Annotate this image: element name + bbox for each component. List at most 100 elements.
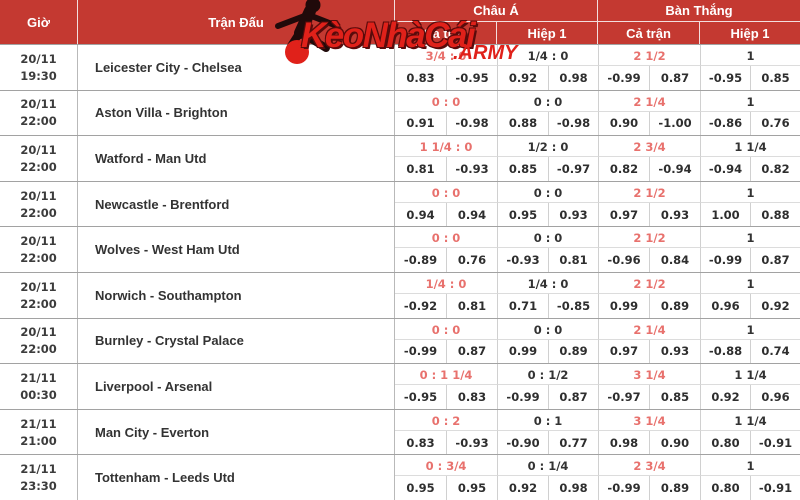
- odds-asian-full-home[interactable]: -0.92: [403, 298, 438, 313]
- match-name[interactable]: Burnley - Crystal Palace: [78, 318, 395, 364]
- odds-asian-h1-home[interactable]: 0.99: [497, 339, 548, 364]
- odds-goals-h1-over[interactable]: 0.96: [700, 293, 750, 318]
- odds-goals-h1-over[interactable]: -0.86: [700, 111, 750, 136]
- match-name[interactable]: Liverpool - Arsenal: [78, 364, 395, 409]
- match-name[interactable]: Man City - Everton: [78, 409, 395, 455]
- goal-line-h1[interactable]: 1: [700, 227, 800, 249]
- goal-line-h1[interactable]: 1: [700, 318, 800, 340]
- odds-goals-h1-over[interactable]: -0.99: [700, 248, 750, 272]
- asian-handicap-h1[interactable]: 0 : 1/4: [497, 455, 598, 477]
- odds-goals-h1-under[interactable]: 0.92: [750, 293, 800, 318]
- odds-goals-full-under[interactable]: 0.90: [649, 430, 700, 455]
- asian-handicap-h1[interactable]: 1/2 : 0: [497, 136, 598, 158]
- odds-asian-h1-home[interactable]: -0.93: [497, 248, 548, 272]
- asian-handicap-h1[interactable]: 1/4 : 0: [497, 272, 598, 294]
- odds-asian-h1-away[interactable]: -0.97: [548, 157, 598, 181]
- asian-handicap-full[interactable]: 0 : 0: [395, 91, 497, 112]
- odds-asian-full-away[interactable]: 0.81: [446, 293, 497, 318]
- odds-asian-h1-home[interactable]: 0.92: [497, 66, 548, 90]
- odds-goals-full-over[interactable]: 0.97: [598, 202, 649, 227]
- asian-handicap-h1[interactable]: 0 : 1: [497, 409, 598, 431]
- odds-goals-full-over[interactable]: 0.90: [598, 111, 649, 136]
- odds-asian-h1-home[interactable]: -0.99: [497, 385, 548, 409]
- odds-goals-h1-under[interactable]: 0.82: [750, 157, 800, 181]
- odds-goals-full-under[interactable]: 0.93: [649, 202, 700, 227]
- odds-asian-h1-home[interactable]: 0.85: [497, 157, 548, 181]
- odds-asian-full-away[interactable]: -0.93: [446, 157, 497, 181]
- odds-asian-full-away[interactable]: 0.76: [446, 248, 497, 272]
- odds-asian-h1-away[interactable]: 0.98: [548, 476, 598, 500]
- asian-handicap-full[interactable]: 1 1/4 : 0: [395, 136, 497, 158]
- odds-asian-h1-home[interactable]: 0.92: [497, 476, 548, 500]
- goal-line-full[interactable]: 2 1/4: [598, 90, 700, 112]
- asian-handicap-full[interactable]: 3/4 : 0: [395, 45, 497, 66]
- goal-line-full[interactable]: 2 1/2: [598, 181, 700, 203]
- goal-line-full[interactable]: 3 1/4: [598, 364, 700, 386]
- odds-goals-full-under[interactable]: -0.94: [649, 157, 700, 181]
- odds-asian-h1-away[interactable]: 0.77: [548, 430, 598, 455]
- goal-line-h1[interactable]: 1 1/4: [700, 136, 800, 158]
- goal-line-full[interactable]: 2 1/2: [598, 227, 700, 249]
- odds-goals-full-under[interactable]: 0.87: [649, 66, 700, 90]
- odds-goals-full-over[interactable]: -0.97: [598, 385, 649, 409]
- goal-line-full[interactable]: 2 1/2: [598, 45, 700, 66]
- match-name[interactable]: Leicester City - Chelsea: [78, 45, 395, 90]
- odds-asian-h1-away[interactable]: 0.89: [548, 339, 598, 364]
- odds-goals-full-over[interactable]: 0.97: [598, 339, 649, 364]
- odds-asian-full-away[interactable]: 0.87: [446, 339, 497, 364]
- asian-handicap-h1[interactable]: 0 : 0: [497, 227, 598, 249]
- asian-handicap-h1[interactable]: 0 : 0: [497, 181, 598, 203]
- odds-goals-h1-under[interactable]: 0.96: [750, 385, 800, 409]
- odds-goals-h1-under[interactable]: -0.91: [750, 476, 800, 500]
- odds-asian-full-away[interactable]: -0.93: [446, 430, 497, 455]
- odds-goals-h1-over[interactable]: 0.80: [700, 476, 750, 500]
- odds-goals-h1-under[interactable]: 0.76: [750, 111, 800, 136]
- asian-handicap-full[interactable]: 0 : 2: [395, 410, 497, 431]
- asian-handicap-h1[interactable]: 0 : 0: [497, 90, 598, 112]
- asian-handicap-h1[interactable]: 0 : 1/2: [497, 364, 598, 386]
- goal-line-h1[interactable]: 1: [700, 181, 800, 203]
- odds-goals-full-under[interactable]: 0.85: [649, 385, 700, 409]
- odds-asian-h1-away[interactable]: -0.98: [548, 111, 598, 136]
- odds-asian-full-home[interactable]: 0.83: [406, 435, 435, 450]
- odds-asian-full-home[interactable]: 0.81: [406, 161, 435, 176]
- odds-asian-h1-away[interactable]: 0.93: [548, 202, 598, 227]
- odds-asian-full-away[interactable]: -0.98: [446, 111, 497, 136]
- odds-goals-full-over[interactable]: 0.82: [598, 157, 649, 181]
- odds-asian-full-home[interactable]: 0.83: [406, 70, 435, 85]
- asian-handicap-h1[interactable]: 0 : 0: [497, 318, 598, 340]
- odds-asian-full-home[interactable]: 0.94: [406, 207, 435, 222]
- asian-handicap-full[interactable]: 0 : 0: [395, 227, 497, 249]
- odds-goals-h1-under[interactable]: -0.91: [750, 430, 800, 455]
- odds-goals-full-under[interactable]: 0.89: [649, 293, 700, 318]
- odds-goals-full-under[interactable]: 0.89: [649, 476, 700, 500]
- odds-goals-h1-over[interactable]: -0.88: [700, 339, 750, 364]
- odds-asian-h1-home[interactable]: 0.71: [497, 293, 548, 318]
- odds-goals-h1-over[interactable]: 0.92: [700, 385, 750, 409]
- odds-goals-h1-under[interactable]: 0.87: [750, 248, 800, 272]
- odds-asian-full-home[interactable]: 0.95: [406, 481, 435, 496]
- odds-goals-h1-under[interactable]: 0.88: [750, 202, 800, 227]
- odds-asian-full-away[interactable]: -0.95: [446, 66, 497, 90]
- odds-asian-full-home[interactable]: -0.95: [403, 389, 438, 404]
- odds-asian-full-away[interactable]: 0.94: [446, 202, 497, 227]
- goal-line-full[interactable]: 2 3/4: [598, 136, 700, 158]
- asian-handicap-full[interactable]: 0 : 0: [395, 319, 497, 340]
- match-name[interactable]: Wolves - West Ham Utd: [78, 227, 395, 272]
- odds-asian-h1-away[interactable]: 0.98: [548, 66, 598, 90]
- odds-goals-h1-over[interactable]: -0.95: [700, 66, 750, 90]
- match-name[interactable]: Norwich - Southampton: [78, 272, 395, 318]
- goal-line-full[interactable]: 2 3/4: [598, 455, 700, 477]
- asian-handicap-full[interactable]: 0 : 3/4: [395, 455, 497, 477]
- goal-line-h1[interactable]: 1: [700, 455, 800, 477]
- odds-asian-full-away[interactable]: 0.95: [446, 476, 497, 500]
- odds-goals-full-over[interactable]: 0.99: [598, 293, 649, 318]
- odds-asian-h1-away[interactable]: 0.87: [548, 385, 598, 409]
- odds-asian-full-home[interactable]: -0.89: [403, 253, 438, 268]
- odds-asian-h1-away[interactable]: 0.81: [548, 248, 598, 272]
- odds-goals-h1-over[interactable]: -0.94: [700, 157, 750, 181]
- goal-line-h1[interactable]: 1: [700, 272, 800, 294]
- match-name[interactable]: Tottenham - Leeds Utd: [78, 455, 395, 500]
- odds-goals-full-over[interactable]: -0.99: [598, 66, 649, 90]
- odds-goals-full-over[interactable]: -0.99: [598, 476, 649, 500]
